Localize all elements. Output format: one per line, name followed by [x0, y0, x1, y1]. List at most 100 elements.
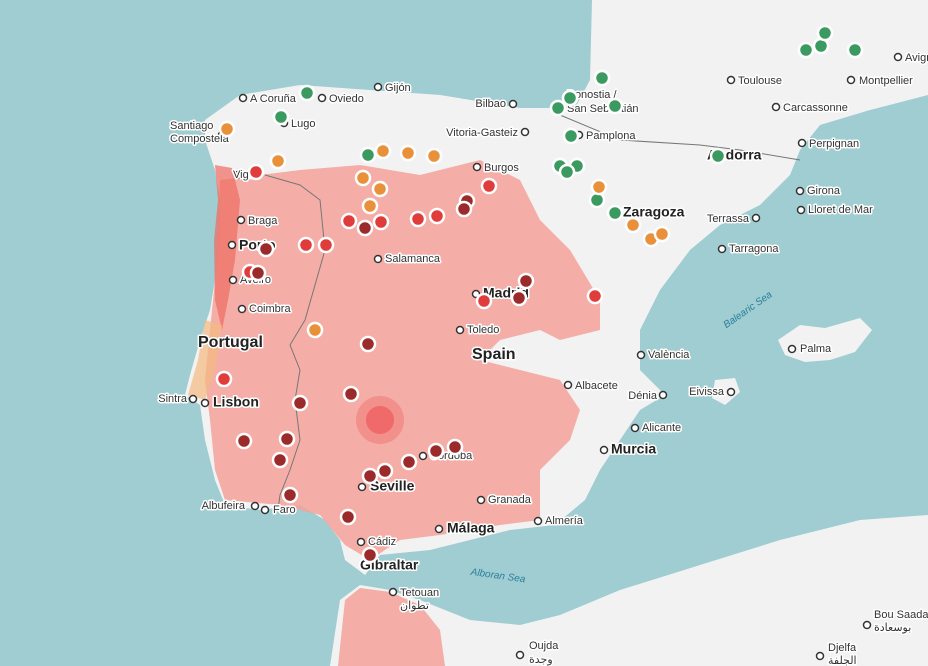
map-marker[interactable] [272, 108, 290, 126]
map-marker[interactable] [797, 41, 815, 59]
map-marker[interactable] [624, 216, 642, 234]
place-label: Alicante [642, 422, 681, 434]
activity-area [338, 588, 445, 666]
city-dot [388, 587, 398, 597]
border [264, 174, 326, 511]
place-label: Bou Saada [874, 609, 928, 621]
city-dot [599, 445, 609, 455]
place-label: Gijón [385, 82, 411, 94]
map-marker[interactable] [586, 287, 604, 305]
map-marker[interactable] [816, 24, 834, 42]
map-marker[interactable] [590, 178, 608, 196]
city-dot [515, 650, 525, 660]
map-marker[interactable] [588, 191, 606, 209]
city-dot [434, 524, 444, 534]
place-label: San Sebastián [567, 103, 639, 115]
city-dot [373, 254, 383, 264]
place-label: Braga [248, 215, 278, 227]
city-dot [563, 380, 573, 390]
map-marker[interactable] [709, 147, 727, 165]
labels: Gijón A Coruña Oviedo Bilbao Toulouse Montpel… [157, 50, 928, 666]
city-dot [200, 398, 210, 408]
city-dot [357, 482, 367, 492]
map-marker[interactable] [561, 89, 579, 107]
map-marker[interactable] [306, 321, 324, 339]
place-label: Donostia / [567, 89, 617, 101]
place-label: Albacete [575, 380, 618, 392]
map-marker[interactable] [428, 207, 446, 225]
map-marker[interactable] [297, 236, 315, 254]
map-marker[interactable] [247, 163, 265, 181]
map-marker[interactable] [371, 180, 389, 198]
map-marker[interactable] [215, 370, 233, 388]
map-marker[interactable] [278, 430, 296, 448]
place-label: Salamanca [385, 253, 441, 265]
map-marker[interactable] [374, 142, 392, 160]
map-marker[interactable] [356, 219, 374, 237]
city-dot [862, 620, 872, 630]
city-dot [373, 82, 383, 92]
map-marker[interactable] [606, 97, 624, 115]
map-marker[interactable] [291, 394, 309, 412]
map-marker[interactable] [562, 127, 580, 145]
map-marker[interactable] [517, 272, 535, 290]
map-marker[interactable] [846, 41, 864, 59]
place-label: Compostela [170, 133, 230, 145]
city-dot [418, 451, 428, 461]
map-marker[interactable] [480, 177, 498, 195]
map-marker[interactable] [342, 385, 360, 403]
map-marker[interactable] [354, 169, 372, 187]
map-marker[interactable] [376, 462, 394, 480]
city-dot [227, 240, 237, 250]
map-marker[interactable] [427, 442, 445, 460]
place-label: Sintra [158, 393, 188, 405]
city-dot [726, 75, 736, 85]
place-label: València [648, 349, 690, 361]
map-marker[interactable] [249, 264, 267, 282]
place-label: Lloret de Mar [808, 204, 873, 216]
map-marker[interactable] [593, 69, 611, 87]
map-marker[interactable] [606, 204, 624, 222]
city-dot [250, 501, 260, 511]
map-marker[interactable] [361, 546, 379, 564]
map-marker[interactable] [339, 508, 357, 526]
map-marker[interactable] [455, 200, 473, 218]
map-marker[interactable] [317, 236, 335, 254]
map-marker[interactable] [653, 225, 671, 243]
map-marker[interactable] [257, 240, 275, 258]
city-dot [636, 350, 646, 360]
place-label: Djelfa [828, 642, 857, 654]
map-marker[interactable] [549, 99, 567, 117]
map-marker[interactable] [475, 292, 493, 310]
map-marker[interactable] [372, 213, 390, 231]
map-marker[interactable] [510, 289, 528, 307]
city-dot [260, 505, 270, 515]
map-marker[interactable] [218, 120, 236, 138]
map-marker[interactable] [340, 212, 358, 230]
map-marker[interactable] [271, 451, 289, 469]
city-dot [188, 394, 198, 404]
map-marker[interactable] [359, 335, 377, 353]
map-marker[interactable] [400, 453, 418, 471]
map-marker[interactable] [446, 438, 464, 456]
city-dot [797, 138, 807, 148]
place-label: Avign [905, 52, 928, 64]
map-marker[interactable] [359, 146, 377, 164]
map-marker[interactable] [281, 486, 299, 504]
map-marker[interactable] [361, 197, 379, 215]
map-marker[interactable] [361, 467, 379, 485]
map-marker[interactable] [409, 210, 427, 228]
place-label: Carcassonne [783, 102, 848, 114]
map-marker[interactable] [558, 163, 576, 181]
island [712, 378, 740, 405]
map-marker[interactable] [425, 147, 443, 165]
city-dot [520, 127, 530, 137]
map-marker[interactable] [269, 152, 287, 170]
map-marker[interactable] [235, 432, 253, 450]
city-dot [630, 423, 640, 433]
place-label: تطوان [400, 600, 429, 612]
city-dot [658, 390, 668, 400]
map-marker[interactable] [298, 84, 316, 102]
map-marker[interactable] [399, 144, 417, 162]
